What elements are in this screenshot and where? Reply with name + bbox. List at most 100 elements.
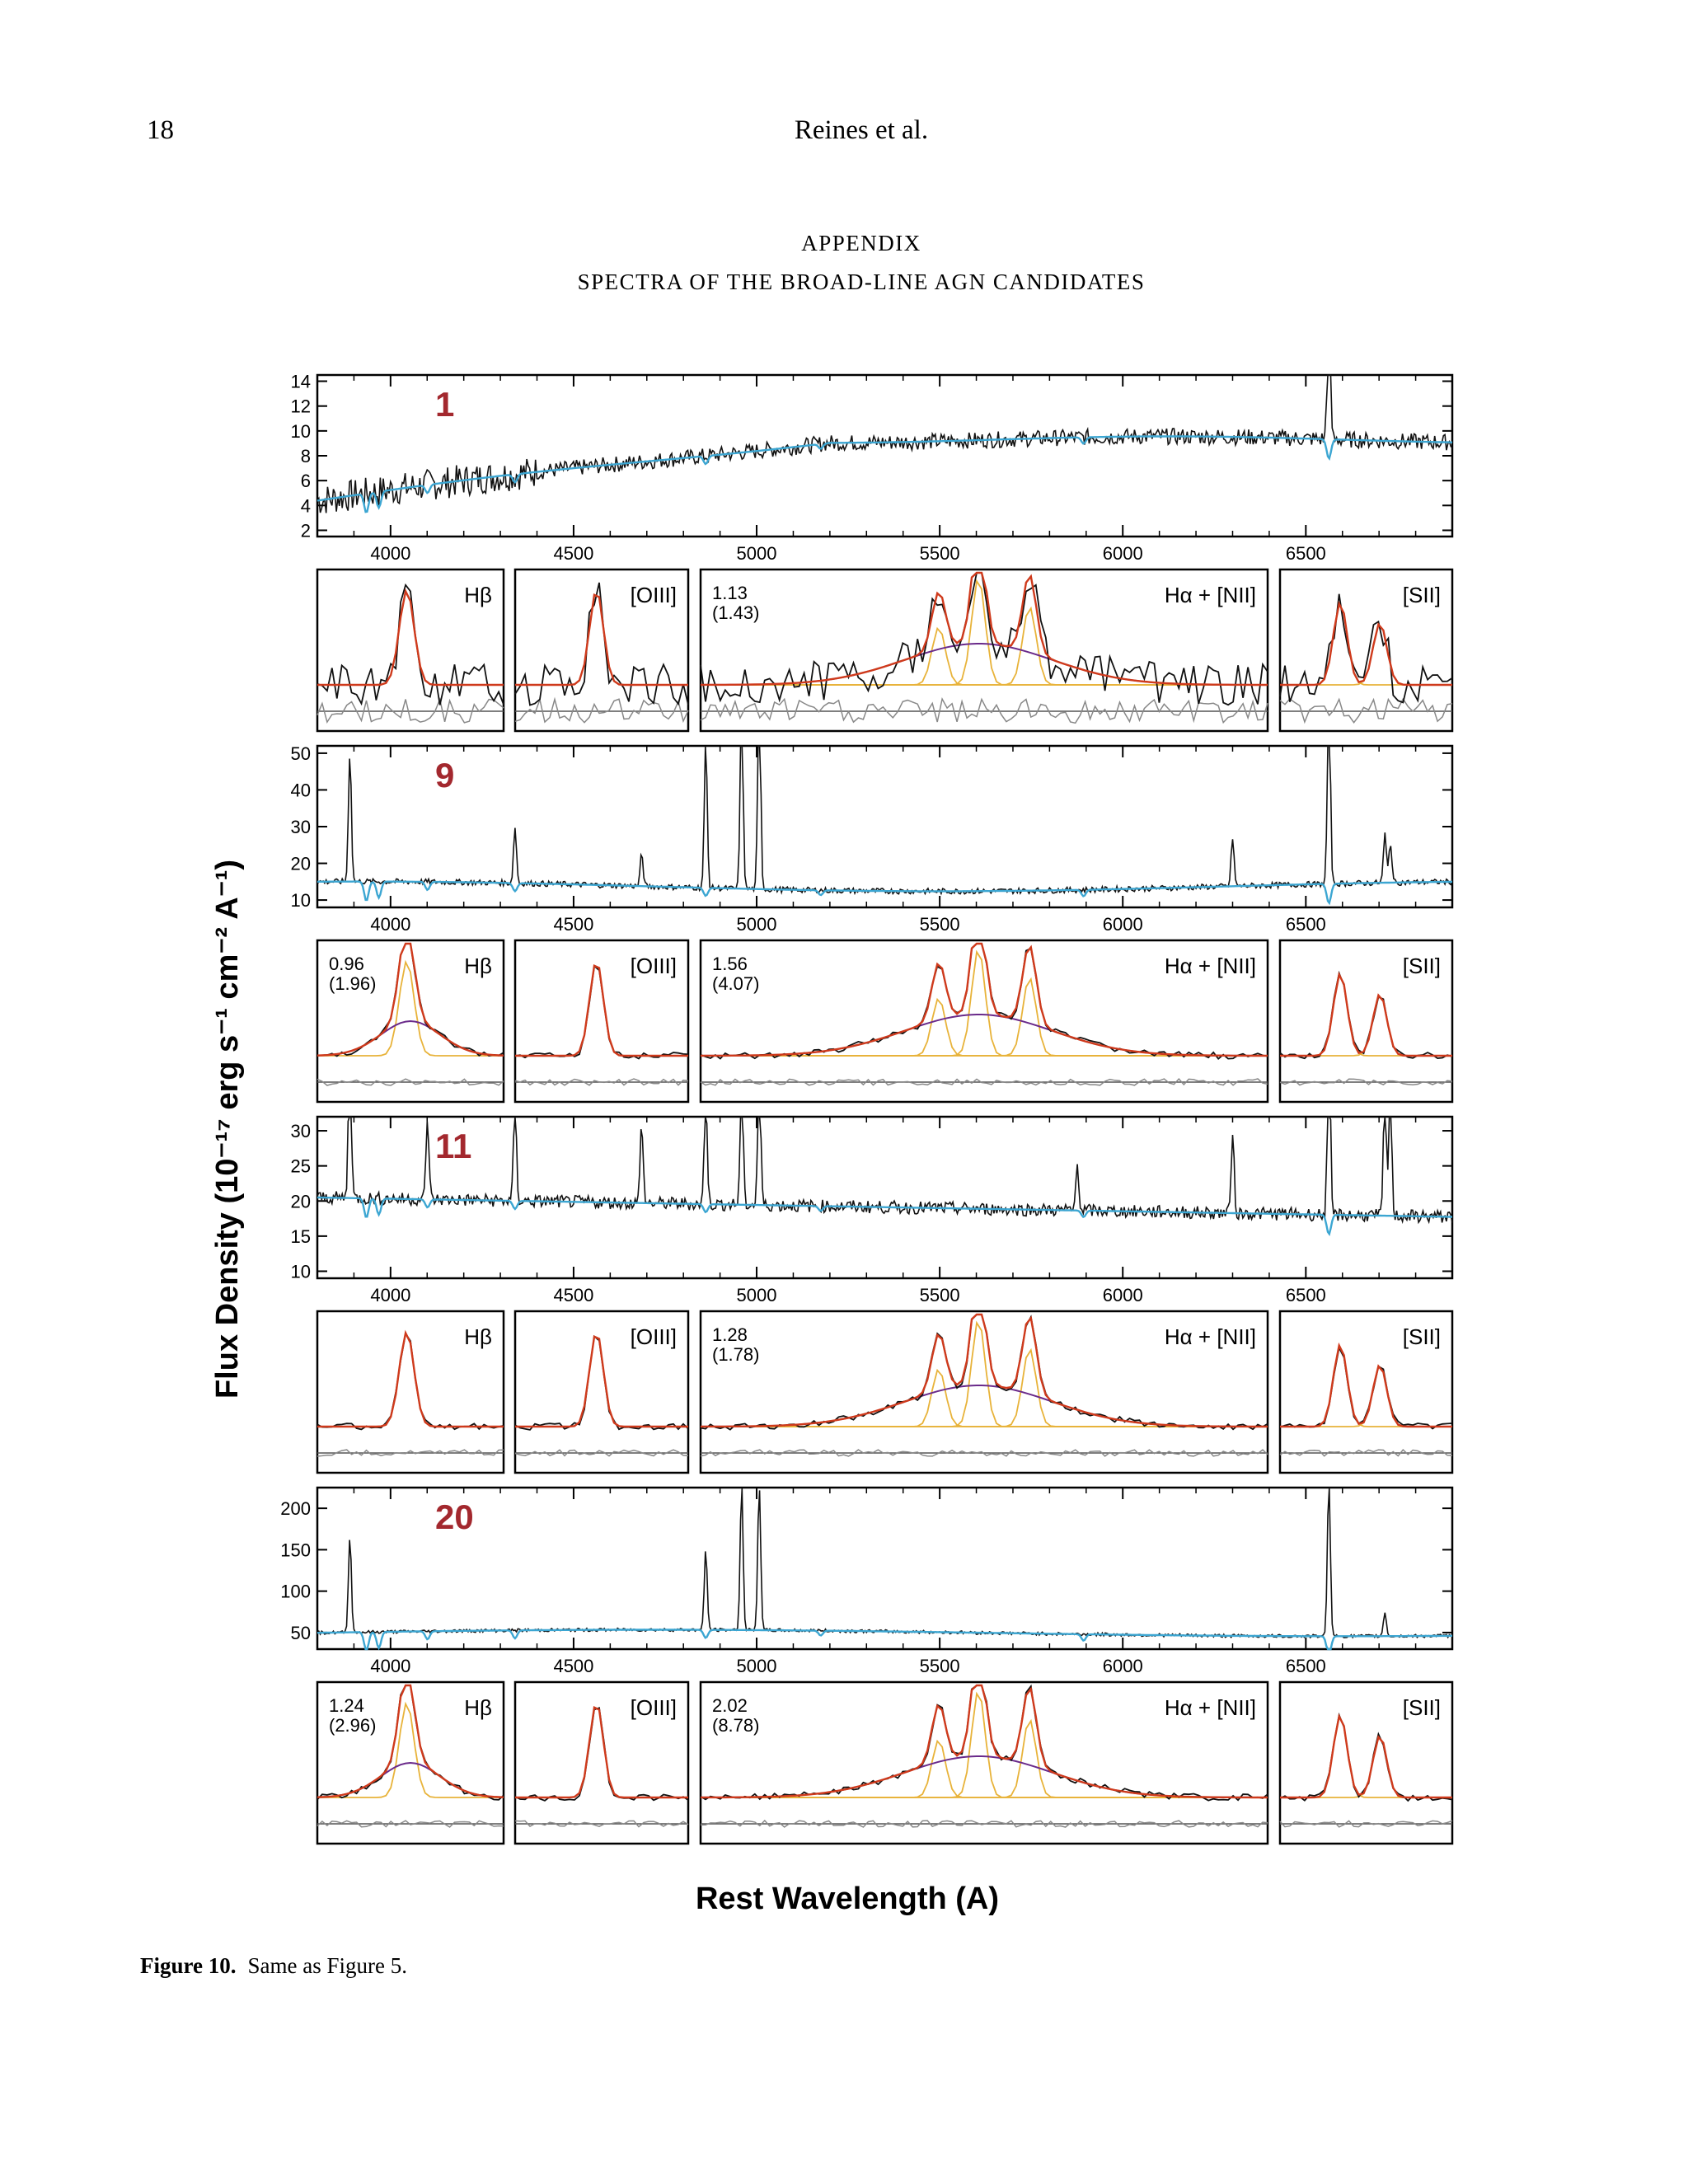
y-tick-label: 200 [280,1498,311,1519]
y-tick-label: 100 [280,1582,311,1602]
zoom-line-label: [SII] [1403,1695,1441,1720]
y-tick-label: 30 [291,817,311,837]
x-tick-label: 5000 [737,914,777,935]
narrow-component [701,1739,1268,1798]
observed-spectrum [316,745,1453,896]
hbeta-fwhm-label: 1.24 [329,1695,364,1716]
total-fit [317,588,504,687]
residual-spectrum [316,1078,504,1086]
broad-component [700,1385,1268,1427]
halpha-fwhm-err-label: (1.43) [712,602,759,623]
y-tick-label: 50 [291,1623,311,1643]
y-tick-label: 8 [301,446,311,466]
x-axis-label: Rest Wavelength (A) [696,1882,999,1916]
zoom-panel-frame [699,1310,1269,1474]
residual-spectrum [700,1077,1268,1086]
y-tick-label: 15 [291,1226,311,1247]
total-fit [317,1329,504,1428]
total-fit [1280,600,1452,687]
host-model-spectrum [317,880,1452,906]
total-fit [700,571,1268,687]
residual-spectrum [1279,697,1453,724]
hbeta-fwhm-label: 0.96 [329,954,364,974]
figure-caption: Figure 10. Same as Figure 5. [140,1953,407,1979]
x-tick-label: 5000 [737,1285,777,1305]
observed-spectrum [316,1487,1453,1639]
x-tick-label: 6500 [1286,914,1326,935]
y-tick-label: 12 [291,396,311,417]
narrow-component [317,1701,504,1798]
y-tick-label: 10 [291,421,311,442]
halpha-fwhm-err-label: (4.07) [712,973,759,994]
x-tick-label: 4500 [553,914,593,935]
x-tick-label: 4000 [370,914,410,935]
zoom-panel-frame [513,1680,690,1845]
zoom-line-label: Hα + [NII] [1165,583,1256,607]
x-tick-label: 6000 [1103,914,1143,935]
zoom-panel-frame [316,1310,505,1474]
narrow-component [701,606,1268,686]
residual-spectrum [514,1078,689,1086]
total-fit [515,593,688,687]
halpha-fwhm-err-label: (1.78) [712,1344,759,1365]
zoom-line-label: [OIII] [631,954,677,978]
broad-component [700,1755,1268,1798]
zoom-panel-frame [513,568,690,733]
y-tick-label: 20 [291,854,311,874]
y-tick-label: 10 [291,1261,311,1282]
spectra-panels: 14 12 10 8 6 4 2 4000 4500 5000 5500 6000 6500 1 Hβ [OI… [280,372,1454,1845]
zoom-panel-frame [1278,568,1454,733]
zoom-line-label: [SII] [1403,583,1441,607]
narrow-component [701,997,1268,1057]
narrow-component [701,1718,1268,1798]
residual-spectrum [1279,1448,1453,1457]
residual-spectrum [316,1820,504,1828]
zoom-panel-frame [699,568,1269,733]
zoom-observed-spectrum [1279,593,1453,704]
spectrum-frame [316,1486,1454,1651]
narrow-component [701,626,1268,686]
zoom-line-label: [OIII] [631,583,677,607]
y-tick-label: 10 [291,890,311,911]
y-tick-label: 14 [291,372,311,392]
y-tick-label: 40 [291,780,311,800]
running-head: Reines et al. [794,115,929,145]
zoom-panel-frame [513,1310,690,1474]
x-tick-label: 6000 [1103,1656,1143,1676]
halpha-fwhm-err-label: (8.78) [712,1715,759,1736]
x-tick-label: 4500 [553,1656,593,1676]
zoom-line-label: Hα + [NII] [1165,954,1256,978]
x-tick-label: 4000 [370,1656,410,1676]
zoom-panel-frame [316,1680,505,1845]
x-tick-label: 6000 [1103,1285,1143,1305]
broad-component [316,1019,504,1057]
residual-spectrum [316,1449,504,1457]
zoom-line-label: [OIII] [631,1324,677,1349]
x-tick-label: 4000 [370,1285,410,1305]
residual-spectrum [701,1819,1268,1828]
object-id-label: 11 [435,1127,471,1165]
appendix-subtitle: SPECTRA OF THE BROAD-LINE AGN CANDIDATES [577,269,1146,294]
x-tick-label: 5500 [920,543,960,564]
narrow-component [701,1368,1268,1427]
observed-spectrum [316,374,1453,513]
narrow-component [701,977,1268,1057]
total-fit [316,1684,504,1798]
zoom-panel-frame [1278,939,1454,1104]
residual-spectrum [514,1449,689,1457]
object-id-label: 1 [435,385,454,424]
zoom-line-label: Hβ [464,583,492,607]
y-tick-label: 2 [301,520,311,541]
host-model-spectrum [316,435,1452,513]
zoom-panel-frame [699,939,1269,1104]
total-fit [700,1684,1268,1799]
appendix-title: APPENDIX [801,231,921,255]
x-tick-label: 6500 [1286,1285,1326,1305]
x-tick-label: 6000 [1103,543,1143,564]
total-fit [1280,971,1452,1057]
x-tick-label: 5500 [920,914,960,935]
y-tick-label: 25 [291,1156,311,1177]
object-id-label: 20 [435,1497,474,1536]
halpha-fwhm-label: 1.13 [712,583,748,603]
